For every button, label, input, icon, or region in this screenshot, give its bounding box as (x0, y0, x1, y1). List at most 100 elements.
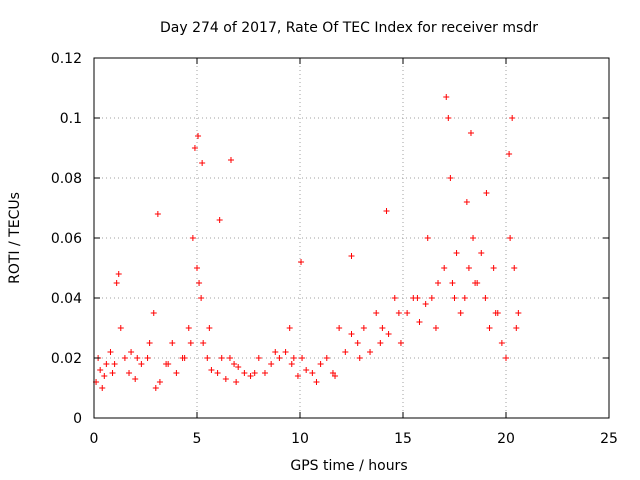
data-point (342, 349, 349, 355)
data-point (451, 295, 458, 301)
data-point (416, 319, 423, 325)
data-point (214, 370, 221, 376)
data-point (198, 295, 205, 301)
data-point (146, 340, 153, 346)
data-point (470, 235, 477, 241)
data-point (506, 151, 513, 157)
data-point (356, 355, 363, 361)
data-point (463, 199, 470, 205)
data-point (152, 385, 159, 391)
data-point (383, 208, 390, 214)
data-point (195, 133, 202, 139)
data-point (414, 295, 421, 301)
data-point (113, 280, 120, 286)
data-point (317, 361, 324, 367)
data-point (507, 235, 514, 241)
y-tick-label: 0.12 (51, 51, 82, 67)
data-point (483, 190, 490, 196)
data-point (453, 250, 460, 256)
data-point (191, 145, 198, 151)
x-axis-label: GPS time / hours (290, 458, 407, 474)
data-point (397, 340, 404, 346)
data-point (208, 367, 215, 373)
x-tick-label: 10 (291, 431, 309, 447)
data-point (194, 265, 200, 271)
data-point (132, 376, 139, 382)
data-point (154, 211, 161, 217)
data-point (309, 370, 316, 376)
y-tick-label: 0.02 (51, 351, 82, 367)
x-tick-label: 15 (394, 431, 412, 447)
data-point (128, 349, 135, 355)
data-point (156, 379, 163, 385)
data-point (503, 355, 509, 361)
data-point (367, 349, 374, 355)
data-point (255, 355, 262, 361)
y-tick-label: 0.1 (60, 111, 82, 127)
data-point (199, 160, 206, 166)
data-point (103, 361, 110, 367)
data-point (216, 217, 223, 223)
data-point (509, 115, 516, 121)
data-point (261, 370, 268, 376)
data-point (385, 331, 392, 337)
data-point (379, 325, 386, 331)
data-point (447, 175, 454, 181)
data-point (150, 310, 157, 316)
data-point (299, 355, 306, 361)
data-point (377, 340, 384, 346)
data-point (173, 370, 180, 376)
data-point (288, 361, 295, 367)
data-point (323, 355, 330, 361)
data-point (117, 325, 124, 331)
data-point (513, 325, 520, 331)
data-point (227, 157, 234, 163)
data-point (478, 250, 485, 256)
data-point (373, 310, 380, 316)
data-point (231, 361, 238, 367)
x-tick-label: 20 (497, 431, 515, 447)
data-point (511, 265, 518, 271)
data-point (482, 295, 489, 301)
data-point (115, 271, 122, 277)
data-point (218, 355, 225, 361)
data-point (428, 295, 435, 301)
data-point (165, 361, 172, 367)
data-point (467, 130, 474, 136)
data-point (101, 373, 108, 379)
data-point (241, 370, 248, 376)
data-point (360, 325, 367, 331)
data-point (298, 259, 305, 265)
data-point (247, 373, 254, 379)
data-point (445, 115, 452, 121)
data-point (422, 301, 429, 307)
data-point (435, 280, 442, 286)
data-point (432, 325, 439, 331)
data-point (268, 361, 275, 367)
data-point (251, 370, 258, 376)
data-point (303, 367, 310, 373)
data-point (395, 310, 402, 316)
data-point (498, 340, 505, 346)
data-point (290, 355, 297, 361)
x-tick-label: 25 (600, 431, 618, 447)
data-point (313, 379, 320, 385)
data-point (107, 349, 114, 355)
plot-frame (93, 57, 610, 419)
data-point (348, 331, 355, 337)
data-point (121, 355, 128, 361)
data-point (348, 253, 355, 259)
data-point (226, 355, 233, 361)
data-point (233, 379, 240, 385)
data-point (286, 325, 293, 331)
data-point (144, 355, 151, 361)
axis-ticks: 0 5 10 15 20 25 0 0.02 0.04 0.06 0.08 0.1 0.12 (51, 51, 618, 447)
data-point (97, 367, 104, 373)
data-point (443, 94, 450, 100)
data-point (457, 310, 464, 316)
data-point (461, 295, 468, 301)
y-tick-label: 0.06 (51, 231, 82, 247)
data-point (169, 340, 176, 346)
data-point (490, 265, 497, 271)
